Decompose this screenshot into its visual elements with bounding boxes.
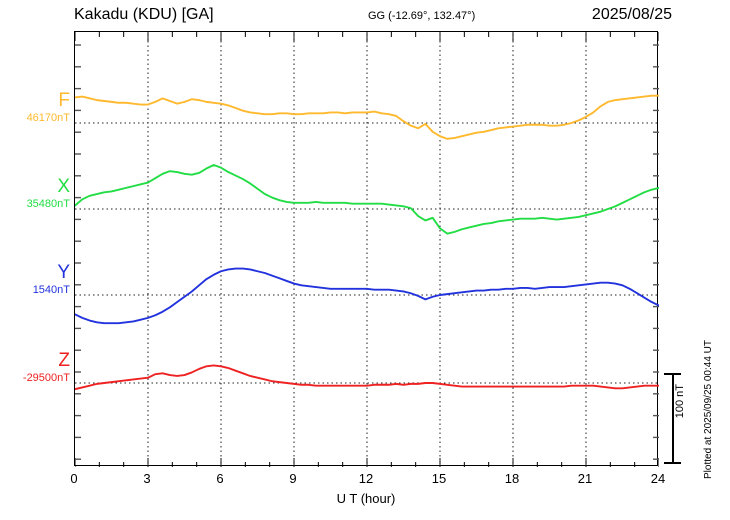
component-letter: Z	[58, 350, 70, 371]
component-baseline-value: 46170nT	[26, 112, 70, 124]
plotted-timestamp: Plotted at 2025/09/25 00:44 UT	[703, 340, 714, 479]
component-letter: F	[58, 90, 70, 111]
trace-paths	[75, 94, 659, 391]
component-letter: X	[57, 176, 70, 197]
scale-bar-top-cap	[664, 373, 681, 375]
component-baseline-value: -29500nT	[22, 372, 70, 384]
x-tick-label: 3	[143, 471, 151, 486]
component-letter: Y	[57, 262, 70, 283]
horizontal-baselines	[75, 122, 659, 384]
x-tick-label: 6	[216, 471, 224, 486]
geographic-coordinates: GG (-12.69°, 132.47°)	[368, 10, 476, 22]
scale-bar: 100 nT	[664, 370, 688, 470]
x-tick-label: 0	[70, 471, 78, 486]
plot-date: 2025/08/25	[591, 6, 672, 23]
component-baseline-value: 35480nT	[26, 198, 70, 210]
component-label-y: Y 1540nT	[33, 263, 70, 296]
x-tick-label: 21	[577, 471, 593, 486]
magnetogram-traces	[75, 32, 659, 467]
component-label-x: X 35480nT	[27, 177, 70, 210]
x-tick-label: 18	[504, 471, 520, 486]
station-title: Kakadu (KDU) [GA]	[74, 6, 214, 23]
x-tick-label: 24	[650, 471, 666, 486]
x-axis-title: U T (hour)	[336, 491, 396, 506]
plot-frame	[74, 31, 659, 467]
component-label-f: F 46170nT	[27, 91, 70, 124]
x-tick-label: 9	[289, 471, 297, 486]
scale-bar-label: 100 nT	[674, 384, 686, 419]
y-ticks	[75, 44, 659, 460]
scale-bar-bottom-cap	[664, 462, 681, 464]
x-tick-label: 15	[431, 471, 447, 486]
scale-bar-line	[672, 374, 674, 463]
component-label-z: Z -29500nT	[23, 351, 70, 384]
component-baseline-value: 1540nT	[32, 284, 70, 296]
x-tick-label: 12	[358, 471, 374, 486]
vertical-gridlines	[147, 32, 587, 467]
